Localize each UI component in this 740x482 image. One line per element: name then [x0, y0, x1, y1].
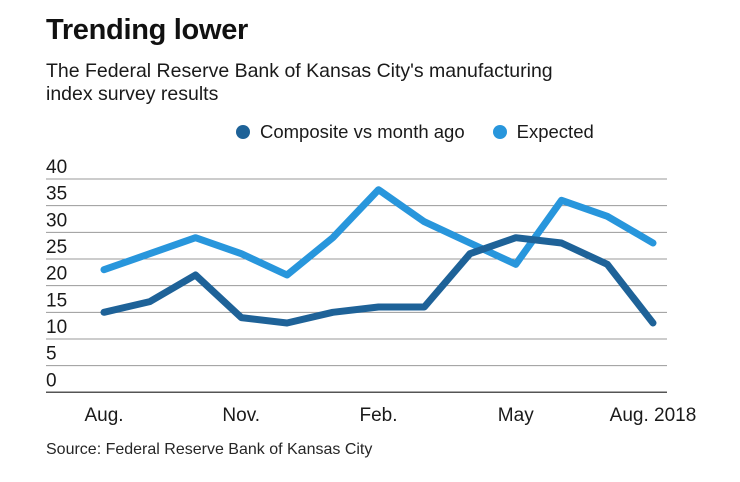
x-tick-label-aug-: Aug.	[84, 405, 123, 426]
y-tick-label-25: 25	[46, 237, 67, 258]
composite-legend-dot-icon	[236, 125, 250, 139]
legend: Composite vs month ago Expected	[236, 121, 594, 143]
legend-label-composite: Composite vs month ago	[260, 121, 465, 142]
subtitle: The Federal Reserve Bank of Kansas City'…	[46, 60, 553, 106]
subtitle-line-1: The Federal Reserve Bank of Kansas City'…	[46, 60, 553, 82]
subtitle-line-2: index survey results	[46, 83, 219, 105]
y-tick-label-40: 40	[46, 157, 67, 178]
line-composite	[100, 234, 657, 327]
y-tick-label-15: 15	[46, 290, 67, 311]
x-tick-label-aug-2018: Aug. 2018	[610, 405, 697, 426]
y-tick-label-5: 5	[46, 344, 57, 365]
legend-label-expected: Expected	[516, 121, 594, 142]
y-tick-label-0: 0	[46, 370, 57, 391]
x-tick-label-nov-: Nov.	[222, 405, 260, 426]
x-tick-label-may: May	[498, 405, 534, 426]
y-tick-label-10: 10	[46, 317, 67, 338]
x-tick-label-feb-: Feb.	[359, 405, 397, 426]
source-note: Source: Federal Reserve Bank of Kansas C…	[46, 441, 373, 458]
legend-item-expected: Expected	[492, 121, 594, 143]
expected-legend-dot-icon	[492, 125, 507, 139]
y-tick-label-35: 35	[46, 184, 67, 205]
line-expected	[100, 186, 657, 279]
y-tick-label-30: 30	[46, 210, 67, 231]
page-title: Trending lower	[46, 14, 249, 46]
y-tick-label-20: 20	[46, 264, 67, 285]
legend-item-composite: Composite vs month ago	[236, 121, 465, 143]
